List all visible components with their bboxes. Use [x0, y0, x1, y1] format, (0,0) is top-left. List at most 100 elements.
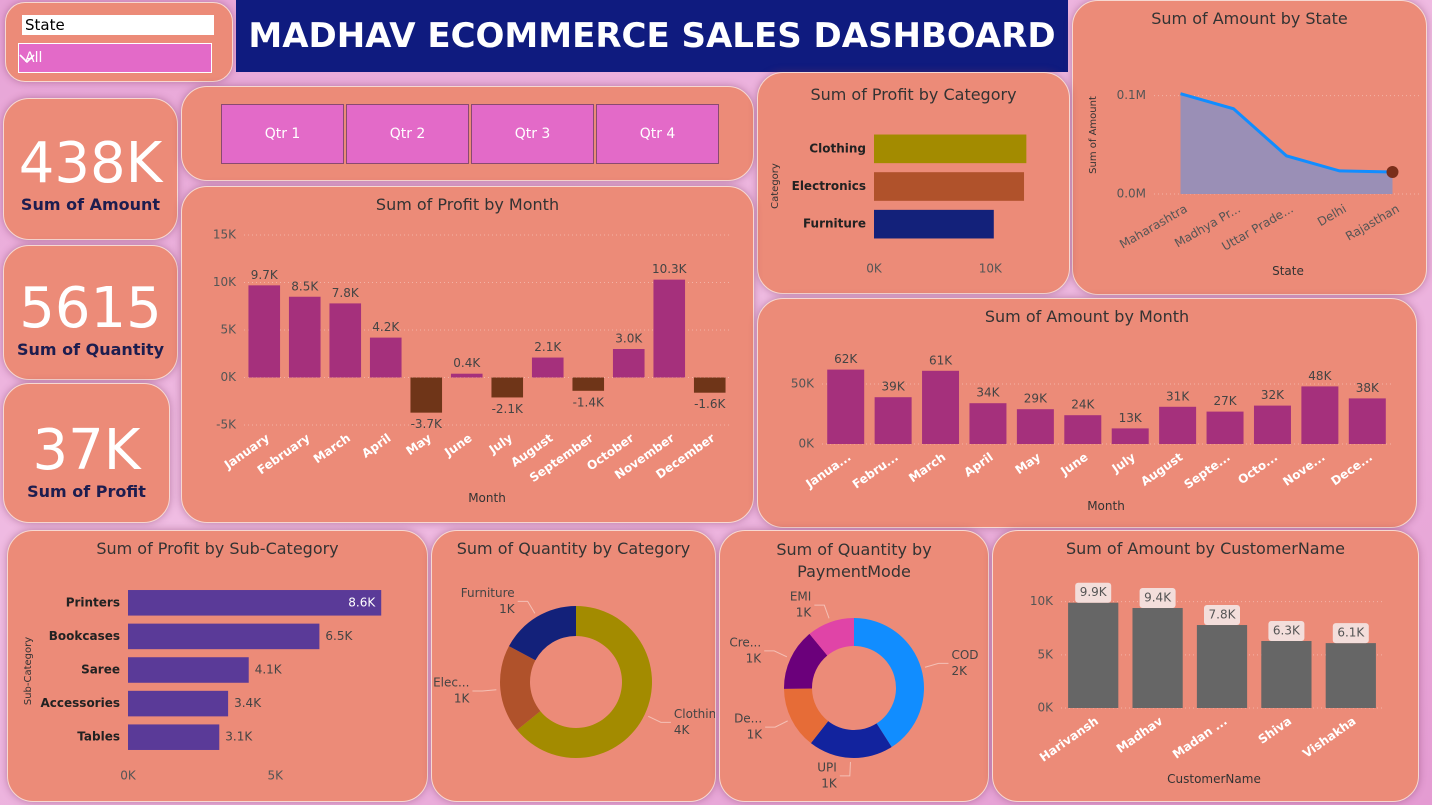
slice-value: 1K — [499, 602, 516, 616]
bar — [874, 209, 994, 239]
bar — [572, 377, 605, 391]
x-axis-title: Month — [1087, 499, 1125, 513]
bar — [1206, 411, 1244, 444]
chart-title: Sum of Profit by Sub-Category — [96, 539, 339, 558]
chart-svg: 0K 5K 10K 9.9K Harivansh 9.4K Madhav 7.8K Madan … — [1030, 582, 1383, 786]
slicer-dropdown[interactable]: All — [18, 43, 212, 73]
bar — [1348, 398, 1386, 444]
bar — [1301, 386, 1339, 444]
y-tick-label: 5K — [220, 323, 237, 337]
state-slicer: State All — [5, 2, 233, 82]
quarter-button[interactable]: Qtr 1 — [221, 104, 344, 164]
y-tick-label: Furniture — [803, 217, 866, 231]
chart-title: Sum of Amount by Month — [984, 307, 1190, 326]
quarter-button[interactable]: Qtr 4 — [596, 104, 719, 164]
bar — [693, 377, 726, 393]
bar — [922, 370, 960, 444]
x-tick-label: Nove... — [1280, 450, 1327, 489]
bar — [491, 377, 524, 398]
dropdown-arrow — [19, 54, 35, 64]
y-axis-title: Sub-Category — [23, 637, 34, 705]
value-label: 7.8K — [332, 286, 360, 300]
bar — [1132, 608, 1183, 708]
value-label: 27K — [1213, 394, 1237, 408]
header: MADHAV ECOMMERCE SALES DASHBOARD — [236, 0, 1068, 72]
header-title: MADHAV ECOMMERCE SALES DASHBOARD — [248, 16, 1056, 56]
leader-line — [648, 715, 671, 723]
slice-label: UPI — [817, 760, 837, 774]
bar — [827, 369, 865, 444]
kpi-value: 438K — [18, 131, 163, 196]
bar — [410, 377, 443, 413]
y-tick-label: 5K — [1037, 647, 1054, 661]
x-axis-title: Month — [468, 491, 506, 505]
y-tick-label: 0.1M — [1117, 88, 1146, 102]
value-label: 3.4K — [234, 696, 262, 710]
bar — [969, 403, 1007, 444]
slice-label: EMI — [790, 590, 811, 604]
value-label-box — [1332, 623, 1369, 644]
y-tick-label: -5K — [216, 418, 237, 432]
donut-slice — [854, 618, 924, 748]
y-tick-label: 10K — [213, 275, 237, 289]
bar — [369, 337, 402, 378]
quarter-button[interactable]: Qtr 2 — [346, 104, 469, 164]
leader-line — [839, 761, 851, 777]
quarter-slicer: Qtr 1 Qtr 2 Qtr 3 Qtr 4 — [181, 86, 754, 181]
bar — [1261, 640, 1312, 708]
chart-svg: 0K 50K 62K Janua... 39K Febru... 61K March 34K Ap… — [791, 352, 1391, 513]
chart-card: 0K 5K Printers 8.6K Bookcases 6.5K Saree 4.1K Ac… — [7, 530, 428, 802]
kpi-value: 5615 — [19, 276, 162, 341]
value-label: -1.6K — [694, 397, 726, 411]
value-label: 13K — [1119, 411, 1143, 425]
x-tick-label: Janua... — [802, 450, 853, 492]
x-tick-label: Septe... — [1181, 450, 1232, 492]
x-tick-label: July — [1109, 450, 1138, 476]
value-label: -2.1K — [492, 402, 524, 416]
leader-line — [765, 720, 788, 728]
y-tick-label: Bookcases — [49, 629, 120, 643]
bar — [1196, 625, 1248, 708]
x-tick-label: March — [906, 450, 948, 485]
bar — [1159, 406, 1197, 444]
x-tick-label: Madan ... — [1170, 714, 1230, 762]
value-label: 32K — [1261, 388, 1285, 402]
value-label-box — [1075, 582, 1112, 603]
y-tick-label: Saree — [81, 663, 120, 677]
y-tick-label: Clothing — [809, 141, 866, 155]
leader-line — [517, 600, 536, 614]
x-tick-label: April — [961, 450, 995, 480]
x-tick-label: August — [1138, 450, 1185, 489]
leader-line — [924, 662, 949, 668]
value-label: 4.1K — [255, 663, 283, 677]
x-tick-label: July — [486, 431, 515, 457]
y-tick-label: 10K — [1030, 594, 1054, 608]
value-label-box — [1139, 588, 1176, 609]
leader-line — [814, 604, 830, 619]
kpi-card: 37K Sum of Profit — [3, 383, 170, 523]
x-tick-label: Octo... — [1235, 450, 1280, 487]
y-tick-label: 0K — [1037, 701, 1054, 715]
donut-slice — [809, 618, 854, 656]
x-tick-label: Dece... — [1328, 450, 1375, 488]
area — [1180, 93, 1393, 194]
value-label: 9.7K — [251, 268, 279, 282]
value-label: 7.8K — [1209, 608, 1237, 622]
slice-value: 1K — [454, 692, 471, 706]
bar — [128, 724, 220, 750]
kpi-label: Sum of Amount — [20, 195, 161, 214]
x-tick-label: Harivansh — [1037, 714, 1101, 765]
bar — [128, 590, 382, 616]
bar — [1016, 409, 1054, 444]
y-tick-label: Tables — [77, 730, 120, 744]
bar — [874, 134, 1027, 164]
slicer-value: All — [25, 50, 43, 66]
quarter-button[interactable]: Qtr 3 — [471, 104, 594, 164]
value-label: 2.1K — [534, 340, 562, 354]
value-label: 9.4K — [1144, 591, 1172, 605]
bar — [1064, 415, 1102, 444]
slice-value: 1K — [796, 606, 813, 620]
value-label: 31K — [1166, 389, 1190, 403]
y-tick-label: 15K — [213, 228, 237, 242]
line — [1180, 92, 1393, 174]
